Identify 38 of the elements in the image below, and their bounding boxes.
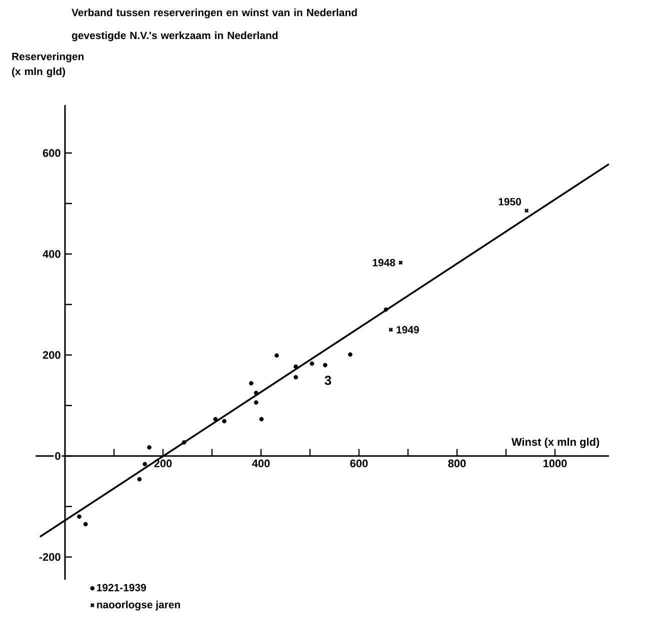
y-tick-label: 200 <box>42 351 60 359</box>
point <box>254 390 258 396</box>
legend-label: 1921-1939 <box>97 584 146 592</box>
y-tick-label: 400 <box>42 250 60 258</box>
point <box>274 353 279 358</box>
point <box>348 352 352 357</box>
point <box>294 364 298 369</box>
point <box>323 362 328 368</box>
x-tick-label: 800 <box>448 460 466 468</box>
point <box>137 477 142 482</box>
point <box>259 416 264 422</box>
y-tick-label: -200 <box>39 553 60 561</box>
chart-title: Verband tussen reserveringen en winst van in Nederland gevestigde N.V.'s werkzaam in Nederland <box>72 8 357 42</box>
point <box>77 514 82 519</box>
annotation: 1949 <box>396 326 419 334</box>
annotation: 3 <box>324 376 332 385</box>
point <box>213 416 218 422</box>
point <box>310 361 314 366</box>
y-tick-label: 600 <box>42 149 60 157</box>
x-tick-label: 1000 <box>544 460 567 468</box>
point <box>182 440 186 445</box>
point <box>222 418 226 424</box>
x-axis-title: Winst (x mln gld) <box>511 438 600 448</box>
y-tick-label: 0 <box>55 452 60 460</box>
point <box>388 327 394 332</box>
annotation: 1948 <box>372 258 396 266</box>
point <box>384 307 388 312</box>
annotation: 1950 <box>498 198 521 206</box>
legend-label: naoorlogse jaren <box>97 600 180 610</box>
point <box>294 375 298 380</box>
point <box>249 381 254 386</box>
point <box>147 445 152 450</box>
y-axis-title: Reserveringen (x mln gld) <box>12 52 84 78</box>
x-tick-label: 400 <box>252 460 270 468</box>
point <box>254 400 258 405</box>
x-tick-label: 600 <box>350 460 368 468</box>
point <box>83 522 88 526</box>
point <box>142 462 148 466</box>
